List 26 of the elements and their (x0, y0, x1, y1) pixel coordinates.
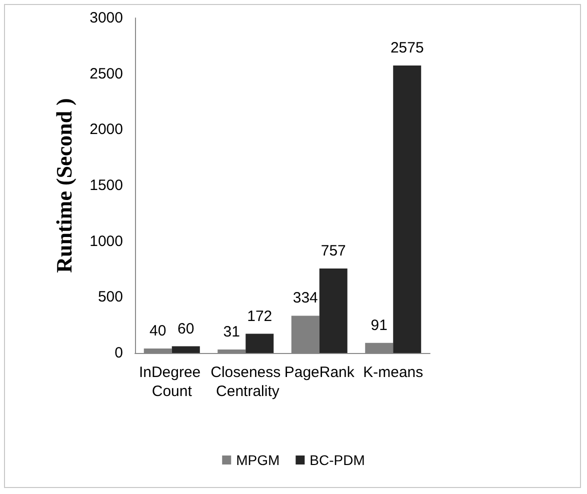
y-axis-title: Runtime (Second ) (52, 98, 76, 273)
bar (172, 346, 200, 353)
data-label: 757 (320, 242, 346, 260)
bar (319, 268, 348, 353)
legend-label: BC-PDM (310, 452, 365, 468)
bar (246, 334, 274, 353)
data-label: 60 (178, 320, 194, 338)
y-tick-label: 1000 (90, 232, 123, 250)
x-tick-label: Closeness Centrality (210, 364, 281, 400)
data-label: 2575 (390, 39, 424, 56)
x-tick-label: PageRank (284, 364, 355, 381)
y-tick-label: 3000 (90, 10, 123, 26)
data-label: 91 (370, 316, 388, 334)
data-label: 31 (223, 324, 240, 341)
data-label: 40 (150, 322, 166, 340)
x-tick-label: K-means (363, 364, 424, 381)
y-tick-label: 0 (114, 344, 123, 362)
data-label: 334 (292, 290, 318, 307)
bar (393, 65, 422, 353)
legend-label: MPGM (236, 452, 280, 468)
y-tick-label: 500 (98, 288, 123, 306)
y-tick-label: 2500 (90, 65, 123, 82)
x-tick-label: InDegree Count (138, 364, 205, 400)
y-tick-label: 1500 (90, 177, 123, 194)
y-tick-label: 2000 (90, 121, 123, 138)
data-label: 172 (247, 308, 272, 325)
